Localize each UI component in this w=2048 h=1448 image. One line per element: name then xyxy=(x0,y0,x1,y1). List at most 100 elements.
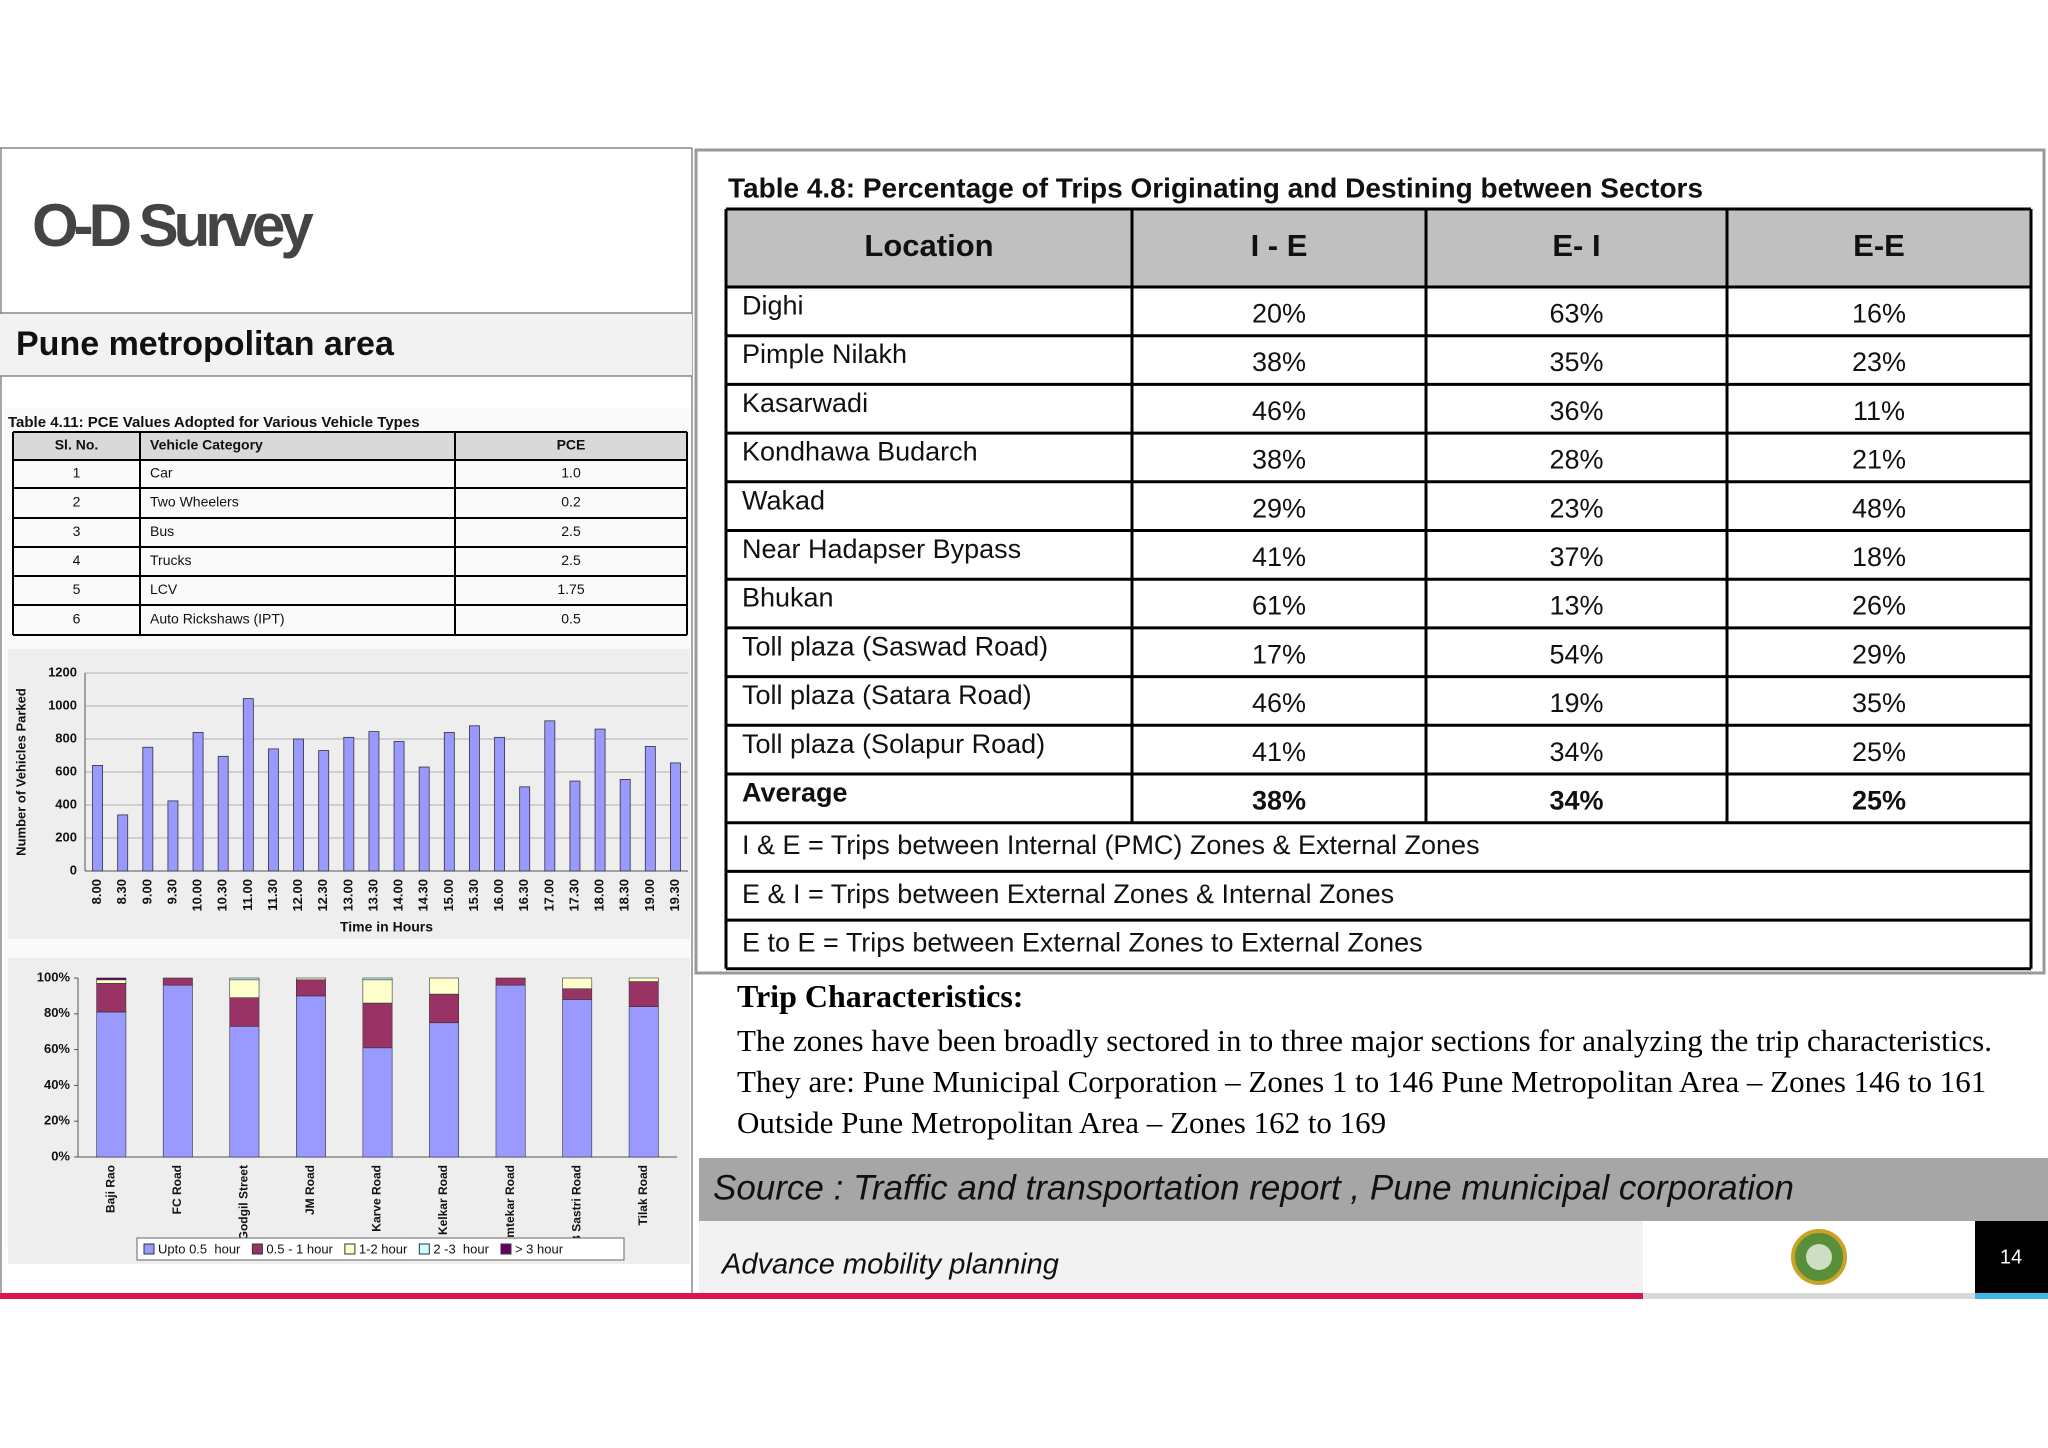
pce-cell: 0.2 xyxy=(561,494,581,510)
x-tick-label: 8.30 xyxy=(114,879,129,904)
bar-segment xyxy=(362,979,393,1004)
pce-cell: Auto Rickshaws (IPT) xyxy=(150,611,285,627)
bar xyxy=(594,728,606,872)
footer-rule-red xyxy=(0,1293,1643,1299)
x-tick-label: 10.30 xyxy=(215,879,230,912)
od-cell: 61% xyxy=(1252,591,1306,621)
x-tick-label: 9.30 xyxy=(164,879,179,904)
bar xyxy=(268,748,279,872)
od-cell: 54% xyxy=(1549,639,1603,669)
od-note: E & I = Trips between External Zones & I… xyxy=(742,879,1394,909)
x-tick-label: JM Road xyxy=(303,1165,317,1215)
od-cell: 48% xyxy=(1852,493,1906,523)
x-tick-label: 10.00 xyxy=(190,879,205,912)
od-cell: 35% xyxy=(1852,688,1906,718)
x-axis-label: Time in Hours xyxy=(340,919,433,935)
x-tick-label: 19.00 xyxy=(642,879,657,912)
bar-segment xyxy=(229,979,260,998)
bar-segment xyxy=(562,977,593,990)
pce-cell: 1.75 xyxy=(557,581,584,597)
y-axis-label: Number of Vehicles Parked xyxy=(13,688,28,856)
y-tick-label: 40% xyxy=(44,1077,70,1092)
od-cell: 21% xyxy=(1852,445,1906,475)
od-cell: Average xyxy=(742,777,848,807)
bar-segment xyxy=(429,1022,459,1158)
od-cell: 17% xyxy=(1252,639,1306,669)
bar-segment xyxy=(96,979,127,984)
x-tick-label: 19.30 xyxy=(667,879,682,912)
bar-segment xyxy=(96,977,127,981)
bar-segment xyxy=(229,1026,260,1158)
bar-segment xyxy=(429,977,459,995)
y-tick-label: 1000 xyxy=(48,697,77,712)
bar xyxy=(569,780,581,872)
y-tick-label: 800 xyxy=(55,730,77,745)
bar xyxy=(443,732,455,872)
bar-segment xyxy=(429,993,459,1024)
bar-segment xyxy=(362,977,393,981)
od-cell: 25% xyxy=(1852,785,1906,815)
bar xyxy=(644,746,656,872)
trip-text: The zones have been broadly sectored in … xyxy=(737,1023,1993,1140)
bar-segment xyxy=(162,984,193,1158)
od-cell: Bhukan xyxy=(742,583,834,613)
od-cell: 38% xyxy=(1252,347,1306,377)
x-tick-label: 14.00 xyxy=(391,879,406,912)
pce-cell: 4 xyxy=(73,552,81,568)
x-tick-label: 12.30 xyxy=(315,879,330,912)
y-tick-label: 0 xyxy=(70,862,77,877)
y-tick-label: 80% xyxy=(44,1005,70,1020)
logo-inner xyxy=(1806,1244,1832,1270)
page-number-box xyxy=(1975,1221,2048,1293)
legend-label: 0.5 - 1 hour xyxy=(266,1241,333,1256)
od-cell: 36% xyxy=(1549,396,1603,426)
od-cell: 23% xyxy=(1852,347,1906,377)
trip-heading: Trip Characteristics: xyxy=(737,978,1024,1014)
pce-cell: LCV xyxy=(150,581,178,597)
pce-cell: Car xyxy=(150,465,173,481)
bar xyxy=(368,731,380,872)
od-table-caption: Table 4.8: Percentage of Trips Originati… xyxy=(728,172,1703,203)
od-cell: 16% xyxy=(1852,298,1906,328)
x-tick-label: 14.30 xyxy=(416,879,431,912)
y-tick-label: 1200 xyxy=(48,664,77,679)
bar xyxy=(142,746,154,872)
od-cell: 41% xyxy=(1252,737,1306,767)
pce-cell: Bus xyxy=(150,523,174,539)
bar-segment xyxy=(96,1011,127,1158)
od-cell: 46% xyxy=(1252,396,1306,426)
od-cell: 29% xyxy=(1252,493,1306,523)
bar xyxy=(544,720,556,872)
y-tick-label: 0% xyxy=(51,1148,70,1163)
od-cell: Near Hadapser Bypass xyxy=(742,534,1021,564)
od-cell: 19% xyxy=(1549,688,1603,718)
od-cell: Toll plaza (Satara Road) xyxy=(742,680,1032,710)
legend-swatch xyxy=(418,1243,430,1255)
pce-cell: 2.5 xyxy=(561,523,581,539)
od-note: E to E = Trips between External Zones to… xyxy=(742,928,1423,958)
x-tick-label: Godgil Street xyxy=(237,1165,251,1240)
x-tick-label: 13.30 xyxy=(365,879,380,912)
bar xyxy=(343,736,355,872)
bar-segment xyxy=(628,977,659,982)
od-cell: Kondhawa Budarch xyxy=(742,437,978,467)
y-tick-label: 20% xyxy=(44,1113,70,1128)
legend-swatch xyxy=(344,1243,356,1255)
bar xyxy=(393,741,405,872)
od-cell: 37% xyxy=(1549,542,1603,572)
od-header: E-E xyxy=(1853,228,1905,263)
x-tick-label: Tilak Road xyxy=(636,1165,650,1225)
footer-text: Advance mobility planning xyxy=(720,1249,1059,1281)
bar-segment xyxy=(562,999,593,1158)
pce-cell: 1.0 xyxy=(561,465,581,481)
pce-caption: Table 4.11: PCE Values Adopted for Vario… xyxy=(8,414,420,431)
pce-header: Vehicle Category xyxy=(150,437,263,453)
y-tick-label: 200 xyxy=(55,829,77,844)
od-cell: 46% xyxy=(1252,688,1306,718)
pce-cell: 6 xyxy=(73,611,81,627)
bar-segment xyxy=(628,1006,659,1158)
pce-header-bg xyxy=(13,432,687,460)
pce-cell: 1 xyxy=(73,465,81,481)
source-band xyxy=(699,1158,2048,1221)
